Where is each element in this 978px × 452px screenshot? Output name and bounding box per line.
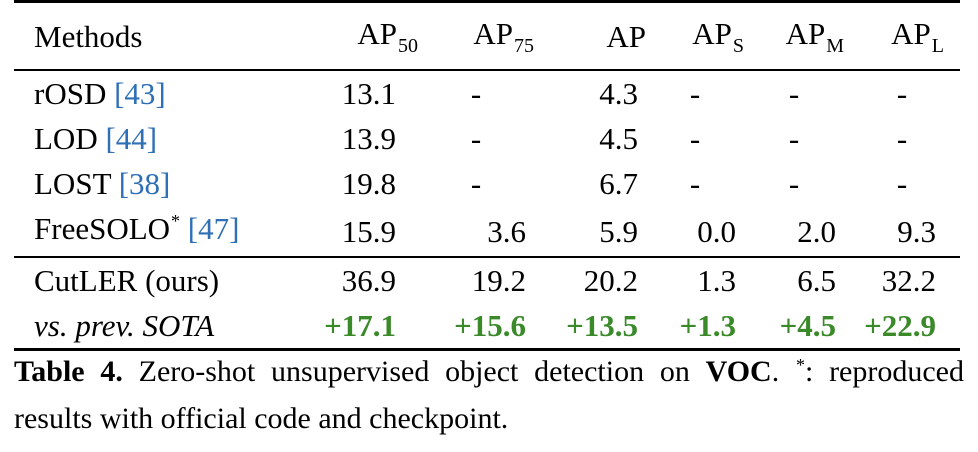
cell-apl: -	[896, 76, 908, 111]
method-name: vs. prev. SOTA	[34, 308, 215, 343]
method-name: CutLER (ours)	[34, 263, 220, 298]
table-row-rosd: rOSD [43] 13.1 - 4.3 - - -	[14, 71, 960, 116]
header-ap: AP	[606, 18, 646, 54]
caption-text: : reproduced results with official code …	[14, 355, 964, 435]
cell-apm: 2.0	[797, 213, 836, 249]
cell-apm: +4.5	[779, 308, 836, 343]
cell-apl: -	[896, 166, 908, 201]
footnote-star: *	[795, 355, 805, 375]
header-aps: APS	[692, 16, 744, 57]
cell-aps: +1.3	[679, 308, 736, 343]
cell-apm: -	[788, 76, 800, 111]
header-ap50: AP50	[357, 16, 418, 57]
cell-ap50: 13.1	[341, 76, 396, 111]
cell-ap50: 19.8	[341, 166, 396, 201]
citation-link[interactable]: [44]	[105, 121, 158, 156]
caption-label: Table 4.	[14, 355, 123, 388]
cell-ap: 4.5	[599, 121, 638, 156]
cell-ap75: -	[470, 121, 482, 156]
table-row-lod: LOD [44] 13.9 - 4.5 - - -	[14, 116, 960, 161]
cell-apl: +22.9	[864, 308, 936, 343]
top-rule	[14, 0, 960, 3]
cell-apm: -	[788, 166, 800, 201]
cell-ap75: 3.6	[487, 213, 526, 249]
mid-rule	[14, 256, 960, 258]
cell-aps: -	[689, 76, 701, 111]
cell-ap: +13.5	[566, 308, 638, 343]
cell-ap75: -	[470, 76, 482, 111]
cell-aps: -	[689, 121, 701, 156]
bottom-rule	[14, 348, 960, 351]
cell-apl: -	[896, 121, 908, 156]
cell-apl: 32.2	[881, 263, 936, 298]
table-row-freesolo: FreeSOLO* [47] 15.9 3.6 5.9 0.0 2.0 9.3	[14, 206, 960, 256]
table-row-delta: vs. prev. SOTA +17.1 +15.6 +13.5 +1.3 +4…	[14, 303, 960, 348]
cell-aps: 1.3	[697, 263, 736, 298]
cell-ap75: +15.6	[454, 308, 526, 343]
cell-ap: 6.7	[599, 166, 638, 201]
cell-aps: -	[689, 166, 701, 201]
caption-voc: VOC	[705, 355, 772, 388]
method-name: LOST	[34, 166, 119, 201]
method-name: LOD	[34, 121, 106, 156]
results-table: Methods AP50 AP75 AP APS APM APL rOSD [4…	[14, 0, 960, 351]
cell-aps: 0.0	[697, 213, 736, 249]
cell-ap50: 13.9	[341, 121, 396, 156]
header-row: Methods AP50 AP75 AP APS APM APL	[14, 3, 960, 69]
header-apm: APM	[785, 16, 844, 57]
citation-link[interactable]: [38]	[118, 166, 171, 201]
caption-text: .	[771, 355, 795, 388]
table-row-cutler: CutLER (ours) 36.9 19.2 20.2 1.3 6.5 32.…	[14, 258, 960, 303]
cell-ap75: -	[470, 166, 482, 201]
citation-link[interactable]: [47]	[187, 211, 240, 246]
header-apl: APL	[891, 16, 944, 57]
cell-apm: -	[788, 121, 800, 156]
cell-apl: 9.3	[897, 213, 936, 249]
caption-text: Zero-shot unsupervised object detection …	[122, 355, 706, 388]
footnote-star: *	[171, 211, 181, 231]
header-methods: Methods	[34, 18, 143, 54]
cell-ap: 4.3	[599, 76, 638, 111]
cell-ap50: 15.9	[341, 213, 396, 249]
table-row-lost: LOST [38] 19.8 - 6.7 - - -	[14, 161, 960, 206]
cell-ap50: +17.1	[324, 308, 396, 343]
cell-ap: 20.2	[583, 263, 638, 298]
citation-link[interactable]: [43]	[114, 76, 166, 111]
method-name: rOSD	[34, 76, 115, 111]
cell-ap: 5.9	[599, 213, 638, 249]
header-rule	[14, 69, 960, 71]
cell-ap75: 19.2	[471, 263, 526, 298]
method-name: FreeSOLO	[34, 211, 171, 246]
header-ap75: AP75	[473, 16, 534, 57]
table-caption: Table 4. Zero-shot unsupervised object d…	[14, 350, 964, 441]
cell-ap50: 36.9	[341, 263, 396, 298]
cell-apm: 6.5	[797, 263, 836, 298]
